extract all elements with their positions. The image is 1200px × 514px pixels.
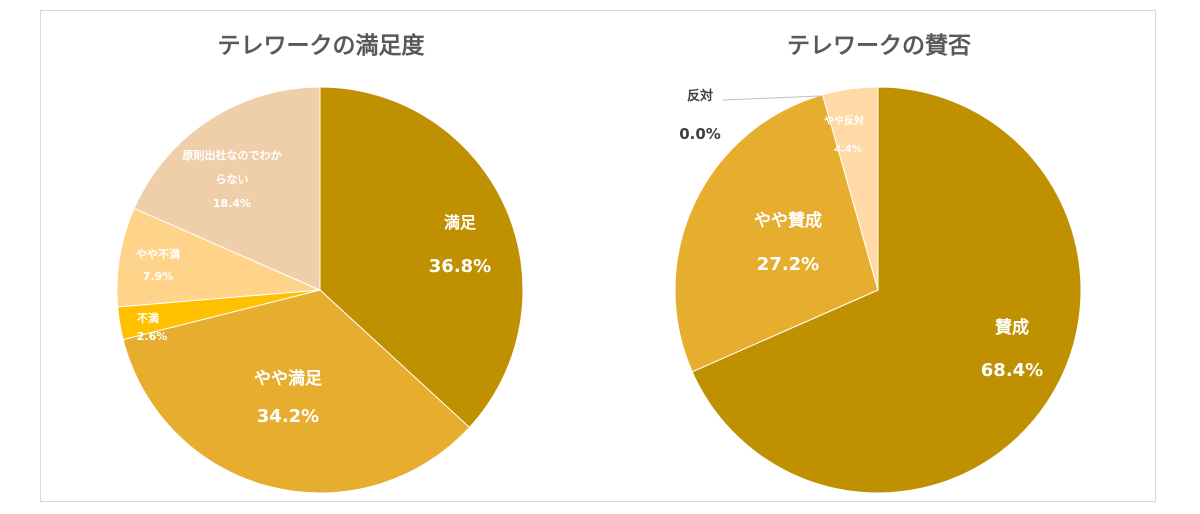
label-gensoku-line2: らない	[216, 173, 249, 186]
value-yaya-fuman: 7.9%	[143, 270, 174, 283]
value-yaya-hantai: 4.4%	[834, 144, 862, 155]
chart-title-approval: テレワークの賛否	[787, 33, 971, 59]
value-hantai: 0.0%	[679, 125, 721, 143]
labels-approval: 賛成 68.4% やや賛成 27.2% 反対 0.0% やや反対 4.4%	[679, 88, 1043, 381]
value-gensoku: 18.4%	[213, 197, 251, 210]
pie-slice-3	[821, 86, 879, 291]
label-yaya-hantai: やや反対	[824, 114, 864, 127]
pie-approval	[674, 86, 1082, 494]
value-yaya-manzoku: 34.2%	[257, 406, 319, 427]
pie-slice-3	[116, 207, 321, 308]
label-fuman: 不満	[137, 311, 159, 325]
leader-line-hantai	[722, 95, 821, 101]
pie-slice-0	[691, 86, 1082, 494]
value-sansei: 68.4%	[981, 360, 1043, 381]
value-manzoku: 36.8%	[429, 256, 491, 277]
label-yaya-manzoku: やや満足	[254, 368, 322, 389]
pie-slice-0	[319, 86, 524, 429]
value-fuman: 2.6%	[137, 330, 168, 343]
chart-title-satisfaction: テレワークの満足度	[218, 32, 426, 59]
pie-slice-1	[674, 94, 879, 373]
pie-slice-1	[122, 289, 471, 494]
label-yaya-sansei: やや賛成	[754, 210, 822, 231]
label-manzoku: 満足	[444, 213, 477, 232]
label-sansei: 賛成	[995, 317, 1029, 338]
label-gensoku-line1: 原則出社なのでわか	[183, 148, 282, 162]
label-hantai: 反対	[687, 88, 713, 104]
pie-slice-4	[133, 86, 321, 291]
labels-satisfaction: 満足 36.8% やや満足 34.2% 不満 2.6% やや不満 7.9% 原則…	[136, 148, 491, 427]
value-yaya-sansei: 27.2%	[757, 254, 819, 275]
pie-satisfaction	[116, 86, 524, 494]
label-yaya-fuman: やや不満	[136, 247, 180, 261]
